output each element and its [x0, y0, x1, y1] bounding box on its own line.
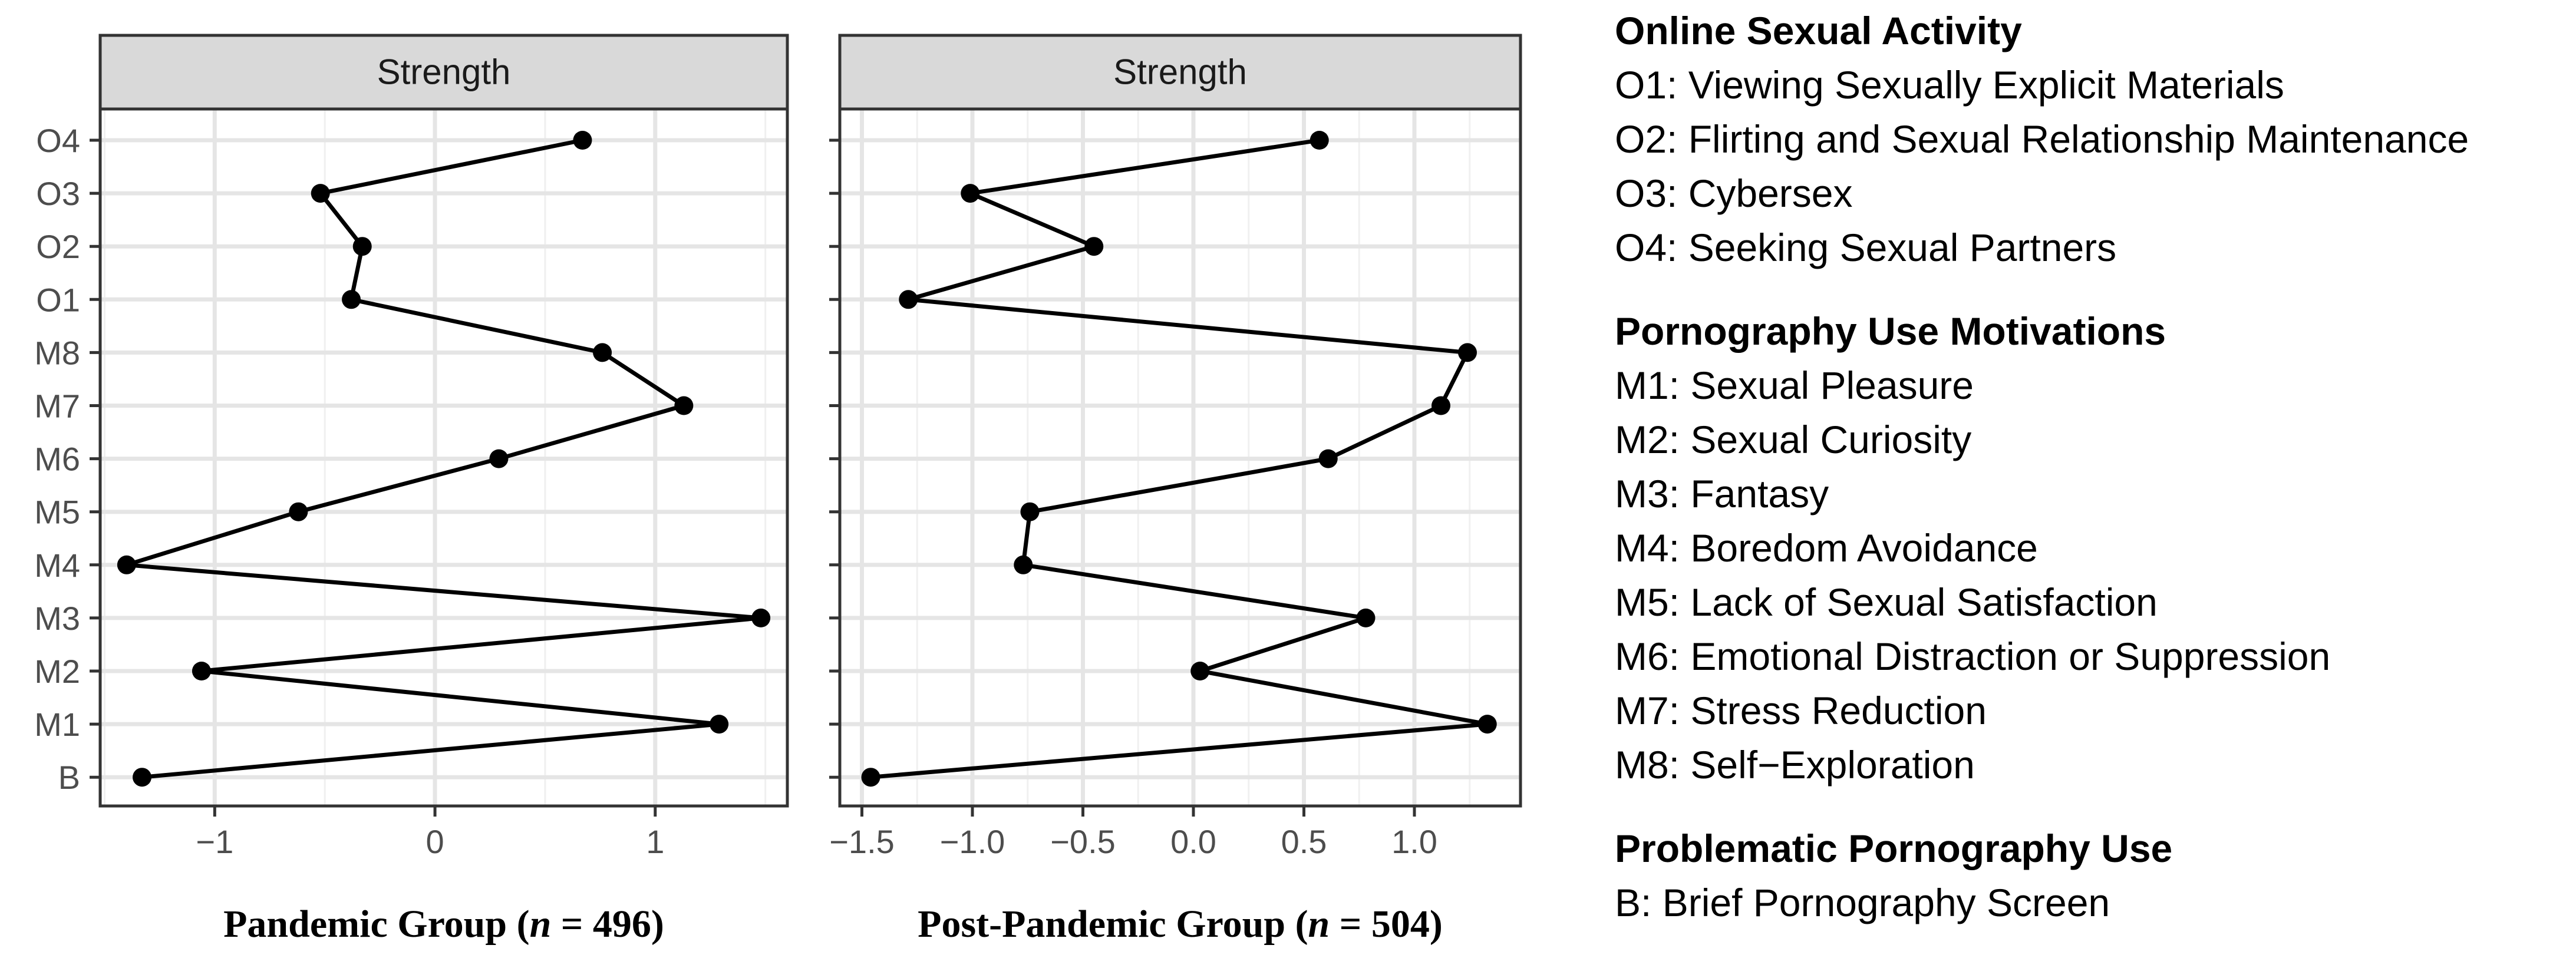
legend-item: M7: Stress Reduction	[1615, 689, 1987, 732]
data-point-M3	[1356, 608, 1376, 627]
panel-border	[838, 107, 1522, 808]
x-tick-label: −0.5	[1050, 823, 1116, 860]
legend-item: O2: Flirting and Sexual Relationship Mai…	[1615, 117, 2469, 161]
caption-prefix: Post-Pandemic Group (	[918, 903, 1308, 946]
legend-item: M5: Lack of Sexual Satisfaction	[1615, 580, 2158, 624]
legend-item: M8: Self−Exploration	[1615, 743, 1975, 787]
data-point-O4	[1310, 131, 1329, 150]
legend-item: O1: Viewing Sexually Explicit Materials	[1615, 63, 2284, 107]
y-tick-label-B: B	[58, 759, 80, 796]
data-point-O3	[961, 184, 980, 203]
legend-heading: Problematic Pornography Use	[1615, 827, 2173, 870]
legend-item: M4: Boredom Avoidance	[1615, 526, 2038, 570]
y-tick-label-O1: O1	[36, 281, 80, 318]
legend-heading: Online Sexual Activity	[1615, 9, 2022, 52]
y-tick-label-O3: O3	[36, 175, 80, 212]
data-point-O4	[573, 131, 592, 150]
data-point-M2	[192, 662, 211, 680]
legend-item: B: Brief Pornography Screen	[1615, 881, 2110, 924]
legend-group: Online Sexual Activity O1: Viewing Sexual…	[1615, 4, 2570, 275]
caption-suffix: = 496)	[551, 903, 664, 946]
data-point-M5	[289, 502, 308, 521]
legend-item: M1: Sexual Pleasure	[1615, 364, 1974, 407]
legend-item: M6: Emotional Distraction or Suppression	[1615, 635, 2331, 678]
legend-item: O4: Seeking Sexual Partners	[1615, 226, 2117, 269]
y-tick-label-M4: M4	[34, 547, 80, 584]
y-tick-label-M7: M7	[34, 388, 80, 425]
caption-prefix: Pandemic Group (	[223, 903, 529, 946]
legend-item: O3: Cybersex	[1615, 171, 1853, 215]
y-tick-label-O4: O4	[36, 122, 80, 159]
legend-group: Problematic Pornography Use B: Brief Porn…	[1615, 821, 2570, 930]
data-point-B	[861, 768, 880, 787]
facet-strip	[98, 34, 789, 111]
panel-1: Strength B M1 M2 M3 M4 M5 M6 M7 M8 O1 O2 O3 O4 −1 0 1 Pan…	[34, 34, 789, 946]
data-point-M7	[1432, 396, 1450, 415]
caption-n-symbol: n	[1308, 903, 1330, 946]
legend-item: M3: Fantasy	[1615, 472, 1829, 516]
y-tick-label-M6: M6	[34, 441, 80, 478]
data-point-M2	[1190, 662, 1210, 680]
x-tick-label: 0	[426, 823, 444, 860]
data-point-M5	[1020, 502, 1040, 521]
data-point-O2	[1084, 237, 1104, 256]
facet-strip-label: Strength	[377, 52, 511, 92]
panel-caption: Pandemic Group (n = 496)	[223, 903, 664, 946]
y-tick-label-M5: M5	[34, 494, 80, 531]
facet-strip	[838, 34, 1522, 111]
data-point-O1	[342, 290, 361, 309]
x-tick-label: 0.0	[1170, 823, 1216, 860]
x-tick-label: 0.5	[1281, 823, 1327, 860]
x-tick-label: 1	[646, 823, 664, 860]
y-tick-label-M1: M1	[34, 706, 80, 743]
y-tick-label-O2: O2	[36, 228, 80, 265]
data-point-O3	[311, 184, 330, 203]
panel-border	[98, 107, 789, 808]
x-tick-label: −1.0	[940, 823, 1005, 860]
legend: Online Sexual Activity O1: Viewing Sexual…	[1615, 4, 2570, 959]
legend-heading: Pornography Use Motivations	[1615, 309, 2166, 353]
panel-caption: Post-Pandemic Group (n = 504)	[918, 903, 1443, 946]
y-tick-label-M8: M8	[34, 334, 80, 371]
data-point-M6	[1318, 449, 1338, 468]
data-point-M8	[593, 343, 612, 362]
x-tick-label: −1	[196, 823, 233, 860]
caption-suffix: = 504)	[1330, 903, 1443, 946]
data-point-B	[133, 768, 152, 787]
strength-centrality-plot: Strength B M1 M2 M3 M4 M5 M6 M7 M8 O1 O2 O3 O4 −1 0 1 Pan…	[34, 34, 1522, 946]
caption-n-symbol: n	[530, 903, 552, 946]
y-tick-label-M2: M2	[34, 653, 80, 690]
facet-strip-label: Strength	[1113, 52, 1247, 92]
panel-2: Strength −1.5 −1.0 −0.5 0.0 0.5 1.0 Post-Pandem…	[829, 34, 1522, 946]
data-point-M3	[751, 608, 771, 627]
data-point-M8	[1458, 343, 1477, 362]
data-point-M7	[674, 396, 694, 415]
data-point-O1	[899, 290, 918, 309]
legend-group: Pornography Use Motivations M1: Sexual Pl…	[1615, 304, 2570, 792]
data-point-M4	[117, 555, 136, 574]
data-point-M1	[1477, 715, 1497, 734]
data-point-O2	[352, 237, 372, 256]
data-point-M1	[710, 715, 729, 734]
data-point-M6	[489, 449, 509, 468]
y-tick-label-M3: M3	[34, 600, 80, 637]
legend-item: M2: Sexual Curiosity	[1615, 418, 1972, 461]
x-tick-label: −1.5	[829, 823, 895, 860]
x-tick-label: 1.0	[1391, 823, 1437, 860]
data-point-M4	[1014, 555, 1033, 574]
